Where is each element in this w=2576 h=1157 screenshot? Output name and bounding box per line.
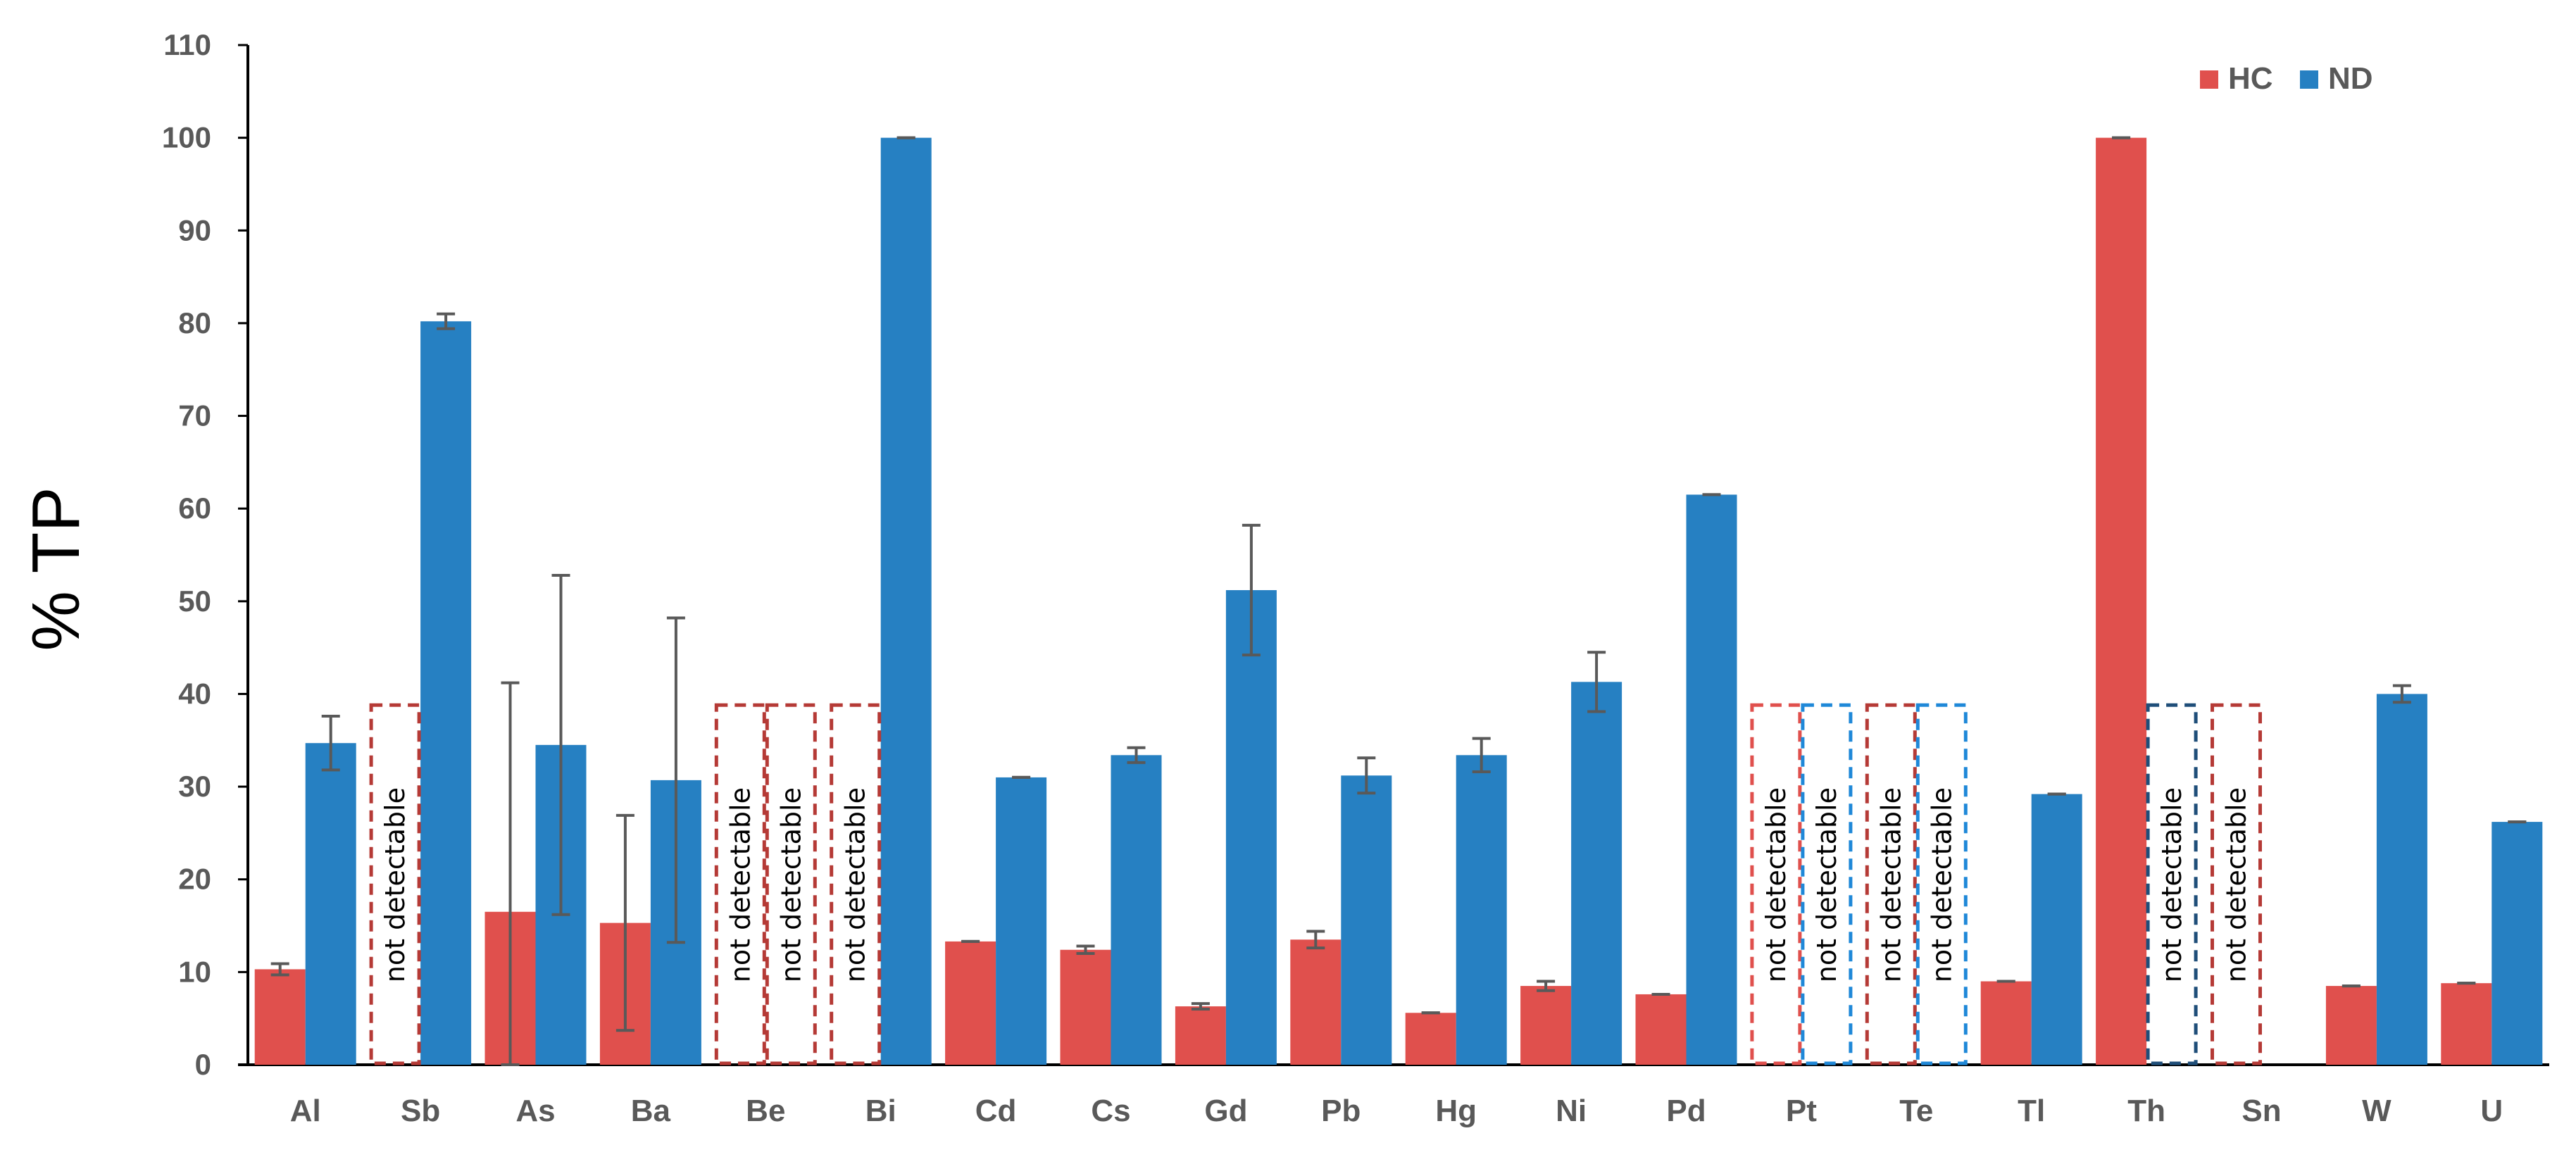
legend-swatch-nd (2300, 70, 2318, 89)
bar-nd-u (2491, 822, 2543, 1065)
x-tick-label-sb: Sb (401, 1094, 440, 1128)
x-tick-label-pd: Pd (1666, 1094, 1706, 1128)
y-tick-label: 70 (178, 399, 211, 432)
legend-label-hc: HC (2228, 61, 2273, 96)
not-detectable-label: not detectable (840, 787, 871, 982)
not-detectable-label: not detectable (1875, 787, 1906, 982)
not-detectable-label: not detectable (1926, 787, 1957, 982)
bar-hc-w (2325, 986, 2377, 1065)
legend-swatch-hc (2200, 70, 2218, 89)
bar-nd-w (2376, 694, 2427, 1065)
bar-hc-u (2441, 983, 2492, 1065)
not-detectable-label: not detectable (775, 787, 806, 982)
bar-hc-cs (1060, 949, 1111, 1065)
bar-nd-sb (420, 321, 472, 1065)
not-detectable-label: not detectable (1761, 787, 1792, 982)
bar-nd-tl (2031, 794, 2082, 1065)
not-detectable-label: not detectable (2156, 787, 2187, 982)
bar-nd-pd (1686, 494, 1737, 1065)
y-tick-label: 50 (178, 584, 211, 618)
x-tick-label-as: As (515, 1094, 555, 1128)
bar-nd-cd (996, 777, 1047, 1065)
x-tick-label-w: W (2362, 1094, 2391, 1128)
x-tick-label-gd: Gd (1204, 1094, 1247, 1128)
not-detectable-label: not detectable (1811, 787, 1842, 982)
bar-hc-cd (945, 941, 996, 1065)
x-tick-label-ni: Ni (1556, 1094, 1587, 1128)
bar-hc-pb (1290, 939, 1342, 1065)
not-detectable-box-hc-pt (1750, 703, 1802, 1065)
x-tick-label-hg: Hg (1435, 1094, 1477, 1128)
x-tick-label-cs: Cs (1091, 1094, 1130, 1128)
bar-hc-pd (1635, 994, 1687, 1065)
bar-hc-al (254, 969, 306, 1065)
not-detectable-box-nd-th (2146, 703, 2198, 1065)
y-tick-label: 0 (195, 1048, 211, 1081)
not-detectable-label: not detectable (380, 787, 411, 982)
y-tick-label: 60 (178, 492, 211, 525)
y-tick-label: 90 (178, 213, 211, 246)
x-tick-label-te: Te (1899, 1094, 1933, 1128)
y-tick-label: 10 (178, 955, 211, 988)
y-tick-label: 30 (178, 770, 211, 803)
bar-hc-hg (1405, 1013, 1456, 1065)
y-tick-label: 80 (178, 306, 211, 339)
bar-hc-tl (1980, 981, 2032, 1065)
legend-label-nd: ND (2328, 61, 2373, 96)
x-tick-label-sn: Sn (2242, 1094, 2281, 1128)
bar-nd-bi (880, 137, 932, 1065)
bar-hc-ni (1520, 986, 1572, 1065)
x-tick-label-ba: Ba (631, 1094, 671, 1128)
y-tick-label: 40 (178, 677, 211, 710)
x-tick-label-cd: Cd (975, 1094, 1017, 1128)
y-tick-label: 20 (178, 863, 211, 896)
x-tick-label-al: Al (290, 1094, 321, 1128)
y-axis-title: % TP (18, 487, 94, 651)
x-tick-label-bi: Bi (865, 1094, 896, 1128)
bar-nd-ni (1571, 682, 1622, 1065)
not-detectable-box-hc-te (1865, 703, 1917, 1065)
not-detectable-box-nd-pt (1801, 703, 1853, 1065)
not-detectable-box-nd-te (1915, 703, 1968, 1065)
not-detectable-box-hc-bi (830, 703, 882, 1065)
not-detectable-box-hc-sb (369, 703, 421, 1065)
not-detectable-box-hc-be (714, 703, 766, 1065)
not-detectable-label: not detectable (725, 787, 756, 982)
bar-nd-hg (1456, 755, 1507, 1065)
not-detectable-label: not detectable (2221, 787, 2252, 982)
not-detectable-box-nd-be (765, 703, 817, 1065)
bar-nd-pb (1341, 775, 1392, 1065)
y-tick-label: 110 (163, 28, 211, 61)
x-tick-label-be: Be (746, 1094, 785, 1128)
x-tick-label-pb: Pb (1321, 1094, 1361, 1128)
x-tick-label-u: U (2480, 1094, 2503, 1128)
bar-hc-th (2096, 137, 2147, 1065)
bar-nd-cs (1111, 755, 1162, 1065)
not-detectable-box-hc-sn (2211, 703, 2262, 1065)
x-tick-label-tl: Tl (2018, 1094, 2045, 1128)
bar-nd-al (305, 743, 356, 1065)
bar-nd-gd (1225, 590, 1277, 1065)
x-tick-label-pt: Pt (1786, 1094, 1817, 1128)
y-tick-label: 100 (162, 121, 211, 154)
x-tick-label-th: Th (2127, 1094, 2165, 1128)
bar-hc-gd (1175, 1006, 1226, 1065)
